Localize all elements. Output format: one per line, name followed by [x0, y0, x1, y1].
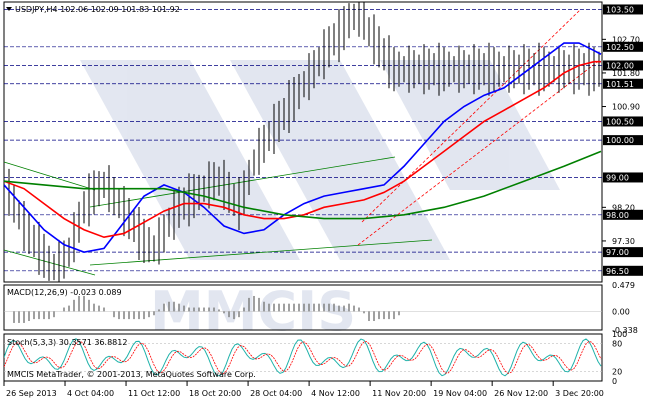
level-label: 102.00	[606, 61, 634, 70]
price-tick-label: 101.80	[612, 69, 640, 78]
level-label-bg	[603, 4, 643, 15]
series-line-ma-slow	[4, 150, 602, 220]
level-label-bg	[603, 116, 643, 127]
macd-header: MACD(12,26,9) -0.023 0.089	[7, 288, 122, 297]
level-label-bg	[603, 172, 643, 183]
time-tick-label: 11 Oct 12:00	[128, 389, 180, 398]
triangle-lower-line	[89, 239, 433, 266]
macd-series-group	[4, 295, 602, 323]
channel-lower-line	[357, 59, 601, 246]
level-label: 103.50	[606, 5, 634, 14]
level-label-bg	[603, 135, 643, 146]
channel-upper-line	[361, 9, 581, 223]
footer-copyright: MMCIS MetaTrader, © 2001-2013, MetaQuote…	[7, 370, 256, 379]
time-tick-label: 3 Dec 20:00	[555, 389, 604, 398]
level-label-bg	[603, 78, 643, 89]
price-panel-frame	[3, 1, 603, 283]
dropdown-triangle-icon[interactable]	[6, 7, 12, 11]
watermark: MMCIS	[80, 60, 560, 343]
macd-tick-label: 0.00	[612, 307, 630, 316]
time-tick-label: 28 Oct 04:00	[250, 389, 302, 398]
trend-channel	[3, 9, 601, 276]
left-upper-line	[3, 161, 96, 191]
series-line-ma-medium	[4, 60, 601, 239]
macd-axis: 0.479 0.00 -0.338	[612, 281, 638, 335]
stoch-header: Stoch(5,3,3) 30.3571 36.8812	[7, 338, 127, 347]
level-label: 100.00	[606, 136, 634, 145]
stoch-tick-label: 20	[612, 368, 622, 377]
stoch-signal-line	[4, 340, 602, 375]
triangle-upper-line	[89, 156, 396, 208]
series-line-ma-fast	[4, 42, 602, 253]
stoch-tick-label: 100	[612, 330, 627, 339]
price-tick-label: 98.20	[612, 203, 635, 212]
level-label-bg	[603, 209, 643, 220]
price-series-group	[4, 2, 602, 282]
macd-tick-label: -0.338	[612, 326, 638, 335]
level-label: 101.51	[606, 80, 634, 89]
level-label-bg	[603, 41, 643, 52]
time-tick-label: 26 Nov 12:00	[494, 389, 548, 398]
time-tick-label: 26 Sep 2013	[6, 389, 57, 398]
time-axis: 26 Sep 2013 4 Oct 04:00 11 Oct 12:00 18 Oct…	[3, 381, 604, 398]
macd-tick-label: 0.479	[612, 281, 635, 290]
price-header: USDJPY,H4 102.06 102.09 101.83 101.92	[15, 5, 180, 14]
stoch-series-group	[4, 338, 602, 377]
level-label: 99.00	[606, 173, 629, 182]
stoch-tick-label: 0	[612, 377, 617, 386]
level-label-bg	[603, 247, 643, 258]
time-tick-label: 18 Oct 20:00	[189, 389, 241, 398]
macd-panel-frame	[3, 284, 603, 331]
level-label: 96.50	[606, 267, 629, 276]
stoch-tick-label: 80	[612, 339, 622, 348]
time-tick-label: 11 Nov 20:00	[372, 389, 426, 398]
price-tick-label: 97.30	[612, 237, 635, 246]
level-label-bg	[603, 265, 643, 276]
level-label: 102.50	[606, 43, 634, 52]
time-tick-label: 4 Oct 04:00	[67, 389, 114, 398]
level-label-bg	[603, 60, 643, 71]
stoch-main-line	[4, 338, 602, 377]
price-tick-label: 102.70	[612, 35, 640, 44]
price-tick-label: 100.90	[612, 103, 640, 112]
level-label: 100.50	[606, 117, 634, 126]
level-label: 97.00	[606, 248, 629, 257]
time-tick-label: 19 Nov 04:00	[433, 389, 487, 398]
time-tick-label: 4 Nov 12:00	[311, 389, 360, 398]
level-label: 98.00	[606, 211, 629, 220]
